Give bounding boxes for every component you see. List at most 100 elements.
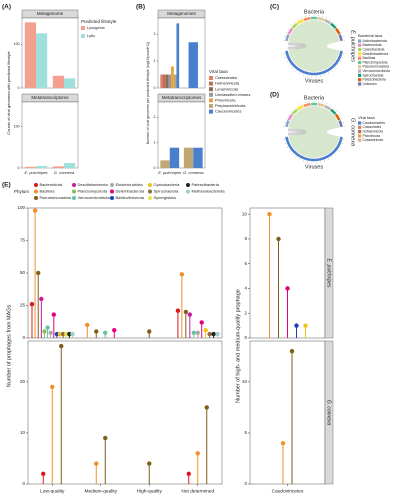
bar: [168, 74, 172, 88]
legend-swatch: [358, 65, 362, 69]
lollipop-head: [94, 329, 99, 334]
chord-ribbon: [288, 19, 340, 73]
legend-label: Unknown: [363, 82, 377, 86]
legend-dot: [148, 183, 152, 187]
legend-dot: [72, 189, 76, 194]
lollipop-head: [147, 461, 152, 466]
legend-title: Bacterial taxa: [358, 33, 383, 38]
panel-label: (A): [2, 4, 11, 11]
plot-area: [27, 207, 223, 339]
ring-tick: [339, 60, 342, 62]
legend-dot: [72, 183, 76, 187]
ring-tick: [331, 70, 333, 72]
legend-dot: [110, 189, 114, 194]
legend-label: Desulfobacterota: [78, 182, 109, 187]
lollipop-head: [195, 451, 200, 456]
x-tick-label: High-quality: [137, 488, 163, 494]
bar: [163, 74, 166, 88]
y-tick-label: 0: [22, 335, 25, 340]
ring-tick: [338, 28, 341, 30]
legend-label: Deferribacterota: [116, 189, 145, 194]
bar: [165, 74, 169, 88]
legend-dot: [186, 189, 190, 194]
x-tick-label: G. connexa: [183, 170, 204, 175]
legend-dot: [110, 183, 114, 187]
y-tick-label: 100: [17, 205, 25, 210]
x-tick-label: Not determined: [181, 488, 214, 494]
legend-label: Lytic: [87, 33, 95, 38]
panel-label: (E): [2, 182, 11, 189]
bacteria-arc: [324, 18, 332, 25]
bar: [52, 166, 64, 168]
ring-tick: [340, 118, 343, 119]
legend-label: Bdellovibrionota: [116, 195, 145, 200]
legend-label: Cyanobacteria: [363, 47, 385, 51]
ring-tick: [337, 150, 339, 152]
y-tick-label: 2: [244, 310, 247, 315]
legend-swatch: [209, 92, 213, 97]
legend-label: Patescibacteria: [192, 182, 220, 187]
ring-tick: [293, 107, 295, 110]
legend-label: Caudoviricetes: [363, 121, 386, 125]
bacteria-arc: [334, 27, 341, 35]
ring-tick: [329, 19, 331, 21]
ring-tick: [301, 17, 302, 19]
y-tick-label: 100: [14, 42, 20, 46]
bacteria-arc: [330, 108, 337, 115]
axis-group-label: Bacteria: [304, 95, 325, 101]
y-tick-label: 25: [20, 303, 26, 308]
legend-label: Lysogenic: [87, 25, 105, 30]
plot-area: [21, 101, 79, 169]
ring-tick: [329, 105, 331, 107]
legend-swatch: [358, 43, 362, 47]
ring-tick: [299, 72, 301, 74]
ring-tick: [301, 103, 302, 105]
lollipop-head: [103, 330, 108, 335]
ring-tick: [327, 72, 329, 74]
legend-swatch: [358, 134, 362, 138]
legend-swatch: [81, 34, 85, 38]
ring-tick: [324, 160, 325, 162]
facet-title: Metagenome: [37, 11, 64, 16]
ring-tick: [286, 146, 289, 148]
legend-label: Crassvirales: [363, 125, 382, 129]
lollipop-head: [211, 331, 216, 337]
legend-label: Actinobacteriota: [363, 39, 387, 43]
legend-title: Viral taxa: [358, 115, 375, 120]
legend-swatch: [209, 109, 213, 114]
lollipop-head: [191, 330, 196, 335]
chord-ribbon: [287, 42, 307, 50]
ring-tick: [299, 158, 301, 160]
lollipop-head: [50, 384, 55, 390]
plot-area: [249, 340, 326, 485]
facet-strip-label: E. pulchripes: [326, 259, 332, 288]
lollipop-head: [45, 325, 50, 330]
lollipop-head: [179, 272, 185, 277]
lollipop-head: [59, 343, 64, 349]
legend-swatch: [358, 82, 362, 86]
ring-tick: [331, 156, 333, 158]
bar: [64, 163, 76, 168]
y-tick-label: 2: [154, 32, 156, 36]
legend-label: Hofneiviricota: [215, 81, 240, 86]
y-tick-label: 6: [244, 261, 247, 266]
ring-tick: [336, 110, 338, 113]
lollipop-head: [207, 331, 212, 337]
bacteria-arc: [338, 34, 343, 42]
bar: [52, 75, 64, 88]
y-tick-label: 4: [244, 286, 247, 291]
lollipop-head: [203, 328, 208, 333]
legend-swatch: [358, 48, 362, 52]
lollipop-head: [204, 405, 209, 410]
bacteria-arc: [291, 22, 298, 29]
legend-label: Spirochaetota: [363, 73, 384, 77]
y-axis-label: Number of viral genomes per predicted li…: [146, 42, 150, 145]
ring-tick: [334, 153, 336, 155]
y-tick-label: 2: [154, 115, 156, 119]
ring-tick: [341, 143, 344, 144]
chord-ribbon: [287, 128, 307, 136]
chord-ribbon: [288, 105, 340, 159]
legend-swatch: [358, 69, 362, 73]
y-tick-label: 1: [154, 59, 156, 63]
